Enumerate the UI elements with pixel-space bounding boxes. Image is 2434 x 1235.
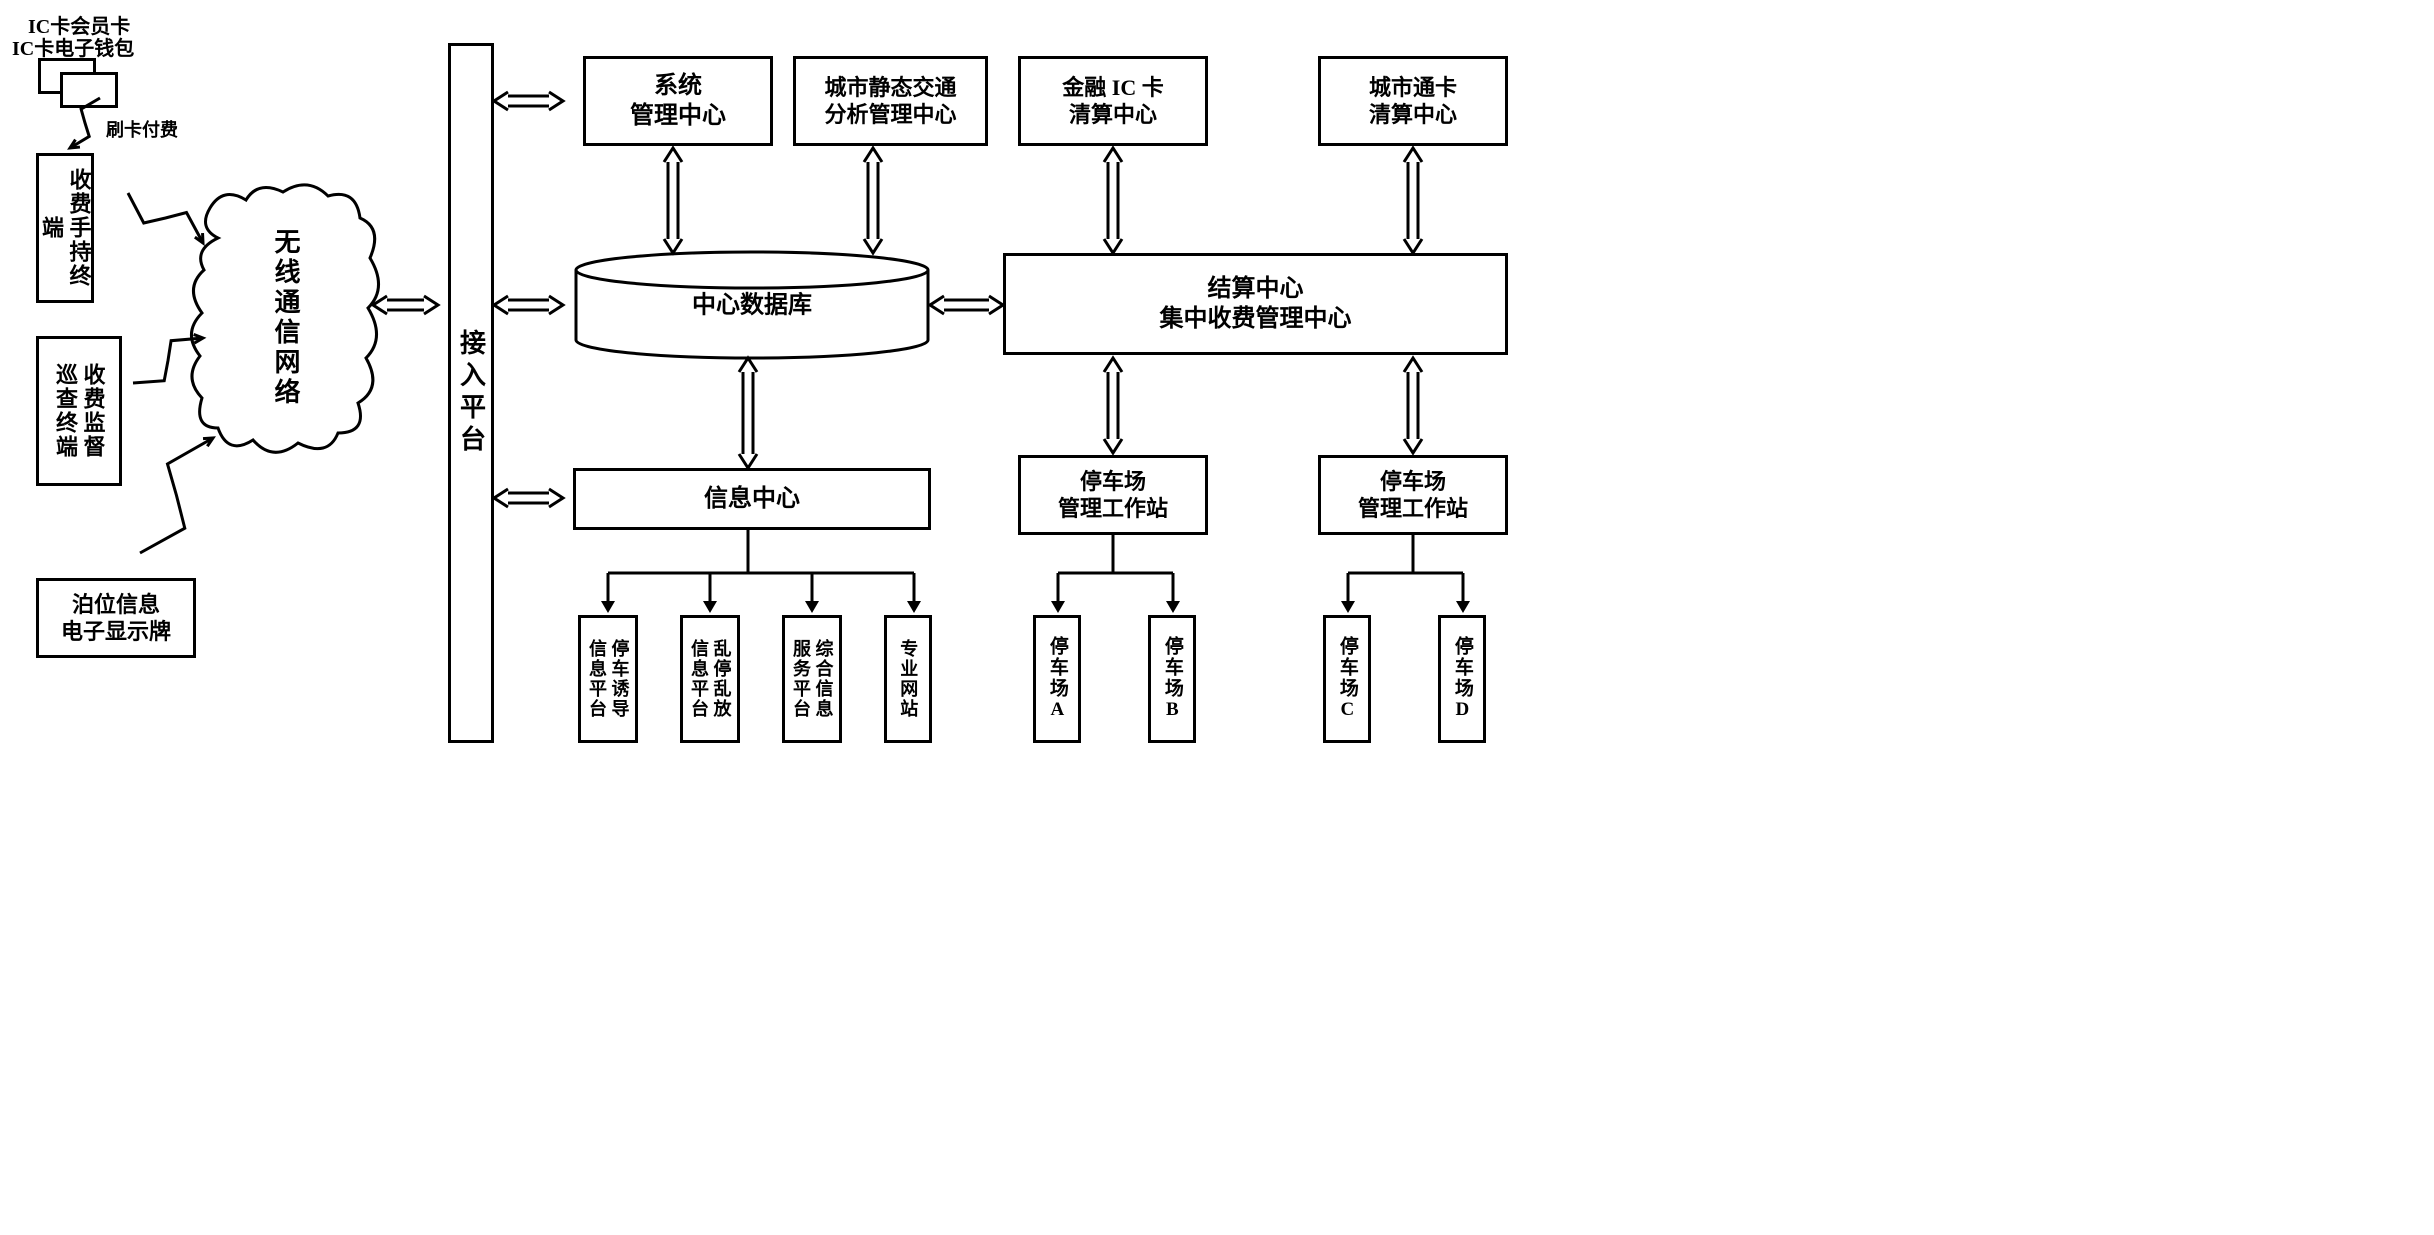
sys-mgmt-line1: 系统 [654, 71, 702, 101]
inspection-terminal-node: 巡查终端 收费监督 [36, 336, 122, 486]
settlement-center-node: 结算中心 集中收费管理中心 [1003, 253, 1508, 355]
parking-lot-c-node: 停车场C [1323, 615, 1371, 743]
pg-col2: 停车诱导 [608, 639, 631, 719]
swipe-pay-label: 刷卡付费 [106, 116, 178, 142]
db-label: 中心数据库 [573, 284, 931, 319]
parking-lot-b-node: 停车场B [1148, 615, 1196, 743]
comprehensive-info-service-node: 服务平台 综合信息 [782, 615, 842, 743]
diagram-canvas: IC卡会员卡 IC卡电子钱包 刷卡付费 收费手持终端 巡查终端 收费监督 泊位信… [18, 18, 1518, 758]
access-platform-bus: 接入平台 [448, 43, 494, 743]
ip-col2: 乱停乱放 [710, 639, 733, 719]
wks2-line1: 停车场 [1380, 468, 1446, 496]
pg-col1: 信息平台 [586, 639, 609, 719]
parking-guidance-info-node: 信息平台 停车诱导 [578, 615, 638, 743]
ic-card-label-2: IC卡电子钱包 [12, 32, 134, 61]
wireless-network-cloud: 无线通信网络 [188, 178, 383, 458]
inspection-col-1: 巡查终端 [52, 363, 80, 459]
financial-ic-clearing-node: 金融 IC 卡 清算中心 [1018, 56, 1208, 146]
handheld-terminal-node: 收费手持终端 [36, 153, 94, 303]
cloud-label: 无线通信网络 [267, 228, 304, 408]
parking-lot-d-node: 停车场D [1438, 615, 1486, 743]
display-board-node: 泊位信息 电子显示牌 [36, 578, 196, 658]
city-card-clearing-node: 城市通卡 清算中心 [1318, 56, 1508, 146]
wks1-line2: 管理工作站 [1058, 495, 1168, 523]
workstation-2-node: 停车场 管理工作站 [1318, 455, 1508, 535]
parking-lot-a-node: 停车场A [1033, 615, 1081, 743]
system-mgmt-center-node: 系统 管理中心 [583, 56, 773, 146]
wks2-line2: 管理工作站 [1358, 495, 1468, 523]
wks1-line1: 停车场 [1080, 468, 1146, 496]
ci-col2: 综合信息 [812, 639, 835, 719]
info-center-node: 信息中心 [573, 468, 931, 530]
city-card-line2: 清算中心 [1369, 101, 1457, 129]
settlement-line1: 结算中心 [1208, 274, 1304, 304]
traffic-line2: 分析管理中心 [824, 101, 956, 129]
professional-website-node: 专业网站 [884, 615, 932, 743]
ic-cards-icon [38, 58, 128, 113]
display-board-line1: 泊位信息 [72, 591, 160, 619]
traffic-line1: 城市静态交通 [824, 74, 956, 102]
city-card-line1: 城市通卡 [1369, 74, 1457, 102]
fin-ic-line1: 金融 IC 卡 [1062, 74, 1163, 102]
fin-ic-line2: 清算中心 [1069, 101, 1157, 129]
access-platform-label: 接入平台 [453, 329, 490, 457]
center-database-node: 中心数据库 [573, 250, 931, 360]
traffic-analysis-center-node: 城市静态交通 分析管理中心 [793, 56, 988, 146]
inspection-col-2: 收费监督 [79, 363, 107, 459]
workstation-1-node: 停车场 管理工作站 [1018, 455, 1208, 535]
ip-col1: 信息平台 [688, 639, 711, 719]
sys-mgmt-line2: 管理中心 [630, 101, 726, 131]
settlement-line2: 集中收费管理中心 [1160, 304, 1352, 334]
illegal-parking-info-node: 信息平台 乱停乱放 [680, 615, 740, 743]
display-board-line2: 电子显示牌 [61, 618, 171, 646]
ci-col1: 服务平台 [790, 639, 813, 719]
